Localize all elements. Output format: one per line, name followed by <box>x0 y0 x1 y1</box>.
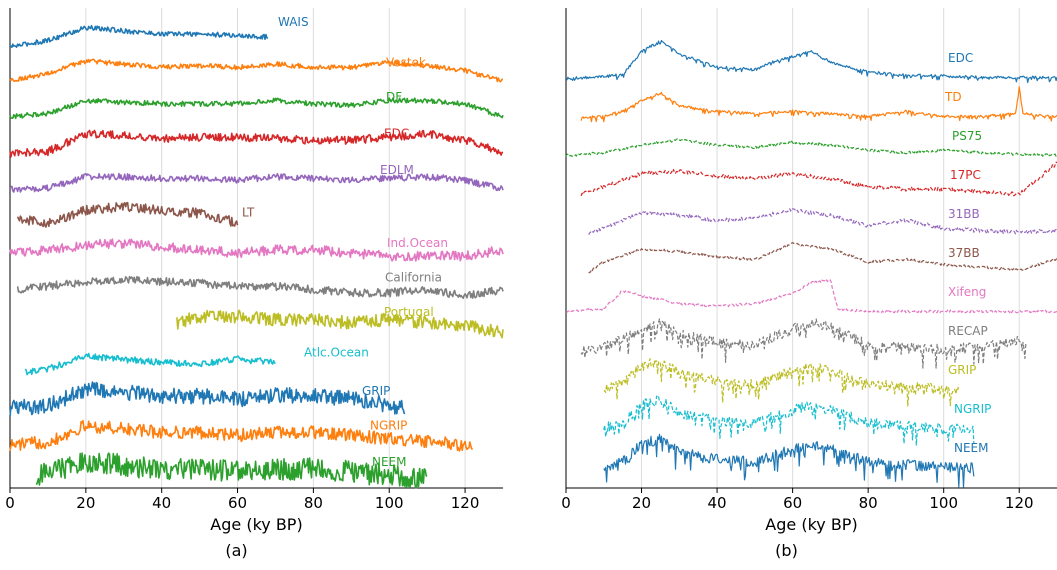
series-line-recap <box>580 318 1028 369</box>
series-line-edlm <box>9 172 504 193</box>
panel-b: 0 20 40 60 80 100 120 Age (ky BP) (b) EDC TD PS75 17… <box>561 8 1057 560</box>
x-tick-label: 100 <box>375 494 404 512</box>
x-tick-label: 80 <box>304 494 323 512</box>
series-line-ps75 <box>565 138 1057 157</box>
x-tick-label: 40 <box>708 494 727 512</box>
series-label: NEEM <box>372 455 407 469</box>
series-label: 31BB <box>948 207 980 221</box>
series-line-grip <box>9 381 406 417</box>
series-line-wais <box>9 24 269 49</box>
series-label: California <box>385 271 442 285</box>
x-tick-label: 60 <box>228 494 247 512</box>
x-tick-label: 20 <box>632 494 651 512</box>
series-line-grip <box>603 358 960 407</box>
series-label: EDLM <box>380 163 414 177</box>
series-line-edc <box>565 39 1057 84</box>
series-label: RECAP <box>948 324 988 338</box>
series-line-portugal <box>176 309 504 339</box>
series-line-37bb <box>588 242 1057 274</box>
series-label: Atlc.Ocean <box>304 346 369 360</box>
series-line-17pc <box>580 161 1057 197</box>
series-line-lt <box>16 201 239 228</box>
series-label: DF <box>386 90 402 104</box>
x-tick-label: 60 <box>783 494 802 512</box>
x-tick-label: 0 <box>561 494 571 512</box>
series-label: GRIP <box>948 363 976 377</box>
series-label: 17PC <box>950 168 981 182</box>
series-label: LT <box>242 206 255 220</box>
series-label: Vostok <box>386 56 426 70</box>
panel-a: 0 20 40 60 80 100 120 Age (ky BP) (a) WAIS Vostok D… <box>5 8 504 560</box>
x-tick-label: 120 <box>451 494 480 512</box>
series-line-atlc-ocean <box>24 352 276 376</box>
x-tick-label: 40 <box>152 494 171 512</box>
x-tick-label: 20 <box>76 494 95 512</box>
series-line-ngrip <box>603 395 975 446</box>
series-line-neem <box>35 452 428 489</box>
series-label: 37BB <box>948 246 980 260</box>
series-label: Xifeng <box>948 285 986 299</box>
series-label: TD <box>944 90 962 104</box>
series-label: Ind.Ocean <box>387 236 448 250</box>
panel-label: (b) <box>775 541 798 560</box>
x-tick-label: 80 <box>859 494 878 512</box>
series-label: Portugal <box>384 305 434 319</box>
series-label: NGRIP <box>954 402 991 416</box>
x-tick-label: 0 <box>5 494 15 512</box>
series-line-california <box>16 275 504 300</box>
series-label: NGRIP <box>370 419 407 433</box>
x-tick-label: 100 <box>929 494 958 512</box>
series-line-vostok <box>9 58 504 83</box>
x-tick-label: 120 <box>1005 494 1034 512</box>
series-label: NEEM <box>954 441 989 455</box>
series-line-td <box>580 86 1057 123</box>
series-line-xifeng <box>565 279 1057 314</box>
series-label: EDC <box>384 127 409 141</box>
series-line-df <box>9 97 504 120</box>
x-axis-label: Age (ky BP) <box>210 515 302 534</box>
panel-label: (a) <box>225 541 247 560</box>
series-label: GRIP <box>362 384 390 398</box>
series-line-31bb <box>588 208 1057 235</box>
series-label: WAIS <box>278 15 309 29</box>
series-label: EDC <box>948 51 973 65</box>
series-line-neem <box>603 433 975 488</box>
series-line-ind-ocean <box>9 238 504 262</box>
x-axis-label: Age (ky BP) <box>765 515 857 534</box>
series-line-ngrip <box>9 419 473 452</box>
series-label: PS75 <box>952 129 982 143</box>
series-line-edc <box>9 129 504 158</box>
